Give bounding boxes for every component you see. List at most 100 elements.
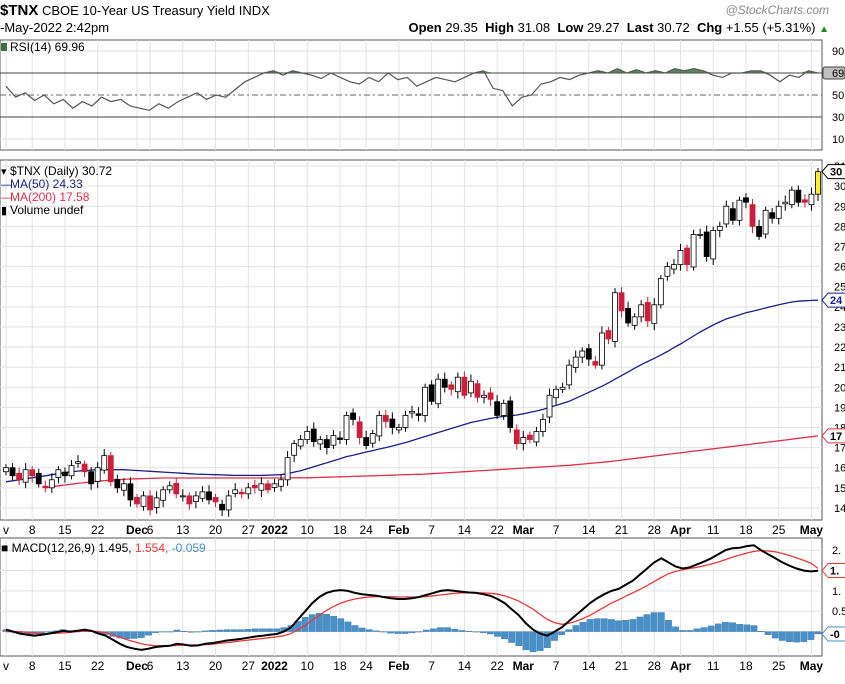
macd-hist-bar (786, 631, 793, 642)
candle-body (762, 209, 769, 235)
candle (120, 478, 127, 497)
candle-body (48, 479, 55, 489)
macd-hist-bar (316, 613, 323, 632)
high-label: High (485, 20, 514, 35)
candle-body (723, 205, 730, 225)
candle (153, 491, 160, 514)
x-axis-bottom-label-18: 7 (553, 659, 560, 673)
macd-hist-bar (123, 631, 131, 640)
candle-body (703, 231, 710, 257)
chg-value: +1.55 (+5.31%) (725, 20, 816, 35)
candle (3, 464, 9, 476)
x-axis-bottom-label-7: 20 (209, 659, 223, 673)
macd-hist-bar (394, 631, 402, 634)
candle-body (297, 439, 304, 447)
last-price-tag: 30 (830, 167, 842, 179)
candle (651, 298, 658, 331)
candle-body (55, 469, 62, 478)
x-axis-bottom-label-17: Mar (513, 659, 535, 673)
candle-body (376, 415, 383, 437)
x-axis-top-label-8: 27 (242, 523, 256, 537)
candle (160, 486, 167, 508)
candle (795, 185, 802, 207)
candle (468, 374, 474, 398)
ma200-tag: 17 (830, 431, 842, 443)
watermark: @StockCharts.com (725, 3, 829, 17)
price-tick-29: 29 (834, 201, 845, 213)
legend-marker-2: — (1, 192, 12, 204)
candle (690, 229, 697, 271)
macd-hist-bar (294, 621, 302, 632)
price-tick-24: 24 (834, 302, 845, 314)
x-axis-bottom-label-10: 10 (301, 659, 315, 673)
candle-body (736, 199, 743, 221)
candle (618, 287, 625, 318)
candle (441, 372, 448, 393)
exchange: INDX (238, 3, 270, 18)
macd-hist-bar (344, 621, 352, 632)
macd-hist-bar (600, 618, 608, 632)
macd-hist-bar (522, 631, 530, 651)
price-tick-28: 28 (834, 221, 845, 233)
macd-hist-bar (202, 630, 209, 632)
candle (114, 474, 121, 494)
macd-hist-bar (565, 629, 573, 632)
x-axis-top-label-2: 15 (58, 523, 72, 537)
candle (297, 434, 304, 450)
candle (540, 413, 546, 437)
candle (599, 326, 605, 370)
macd-hist-bar (323, 613, 330, 632)
macd-hist-bar (764, 631, 772, 635)
legend-entry-1: MA(50) 24.33 (10, 177, 83, 191)
candle (756, 219, 762, 241)
macd-hist-bar (216, 629, 224, 632)
candle-body (729, 208, 736, 221)
macd-hist-bar (145, 631, 152, 636)
price-tick-21: 21 (834, 362, 845, 374)
x-axis-bottom-label-8: 27 (242, 659, 256, 673)
candle (291, 439, 298, 463)
candle (533, 426, 540, 447)
candle (782, 195, 789, 211)
candle (716, 221, 723, 238)
macd-hist-bar (365, 629, 373, 632)
rsi-tick-10: 10 (832, 134, 844, 146)
macd-hist-bar (45, 631, 53, 633)
candle (382, 409, 389, 428)
candle-body (3, 467, 9, 473)
candle-body (769, 212, 776, 219)
macd-hist-bar (430, 628, 437, 632)
candle-body (743, 197, 749, 203)
x-axis-bottom-label-9: 2022 (261, 659, 288, 673)
x-axis-bottom-label-3: 22 (91, 659, 105, 673)
rsi-tick-30: 30 (832, 112, 844, 124)
candle (684, 244, 690, 272)
rsi-legend: RSI(14) 69.96 (10, 40, 85, 54)
candle-body (238, 491, 245, 495)
x-axis-bottom-label-20: 21 (615, 659, 629, 673)
macd-hist-bar (38, 631, 45, 633)
candle (265, 480, 271, 494)
candle-body (775, 205, 782, 219)
x-axis-top-label-25: 25 (772, 523, 786, 537)
candle (415, 407, 422, 422)
candle-body (559, 386, 566, 390)
candle-body (795, 189, 802, 203)
candle-body (114, 478, 121, 489)
macd-hist-bar (679, 630, 687, 632)
macd-hist-bar (351, 625, 359, 632)
candle-body (507, 400, 514, 428)
candle-body (94, 467, 101, 482)
candle-body (454, 376, 461, 393)
candle (428, 380, 435, 405)
candle-body (618, 292, 625, 312)
x-axis-top-label-26: May (800, 523, 824, 537)
candle (802, 194, 808, 208)
candle-body (330, 435, 337, 446)
candle (251, 479, 258, 494)
candle (454, 372, 461, 399)
candle-body (35, 472, 42, 485)
candle (376, 410, 383, 442)
candle-body (651, 304, 658, 324)
macd-legend: ■ MACD(12,26,9) 1.495, 1.554, -0.059 (1, 541, 206, 555)
